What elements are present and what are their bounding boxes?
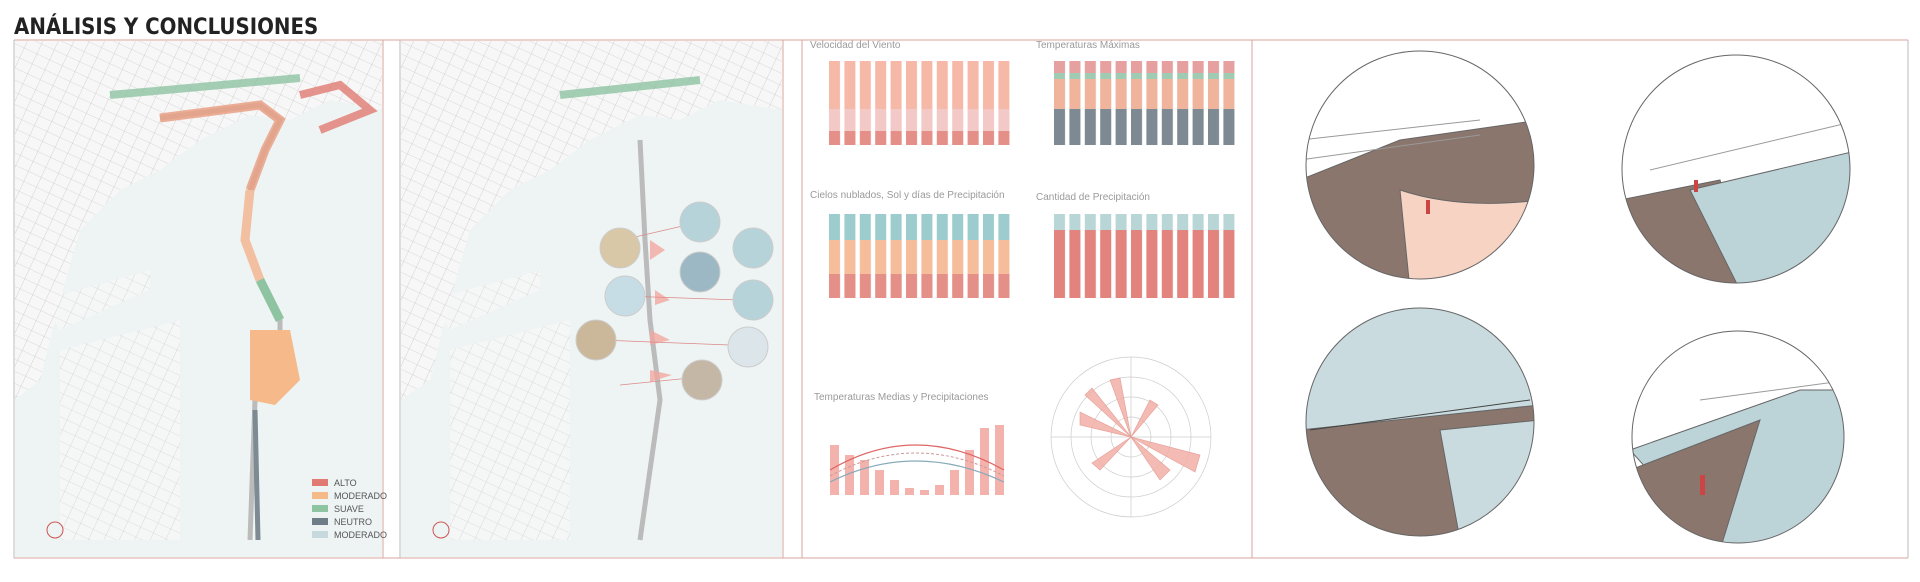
g-shape: [1306, 51, 1534, 279]
circle-shape: [732, 279, 774, 321]
rect-shape: [1426, 200, 1430, 214]
path-shape: [15, 41, 382, 400]
legend-label: SUAVE: [334, 504, 364, 514]
path-shape: [650, 370, 672, 382]
path-shape: [1130, 436, 1171, 481]
section-views: [1305, 50, 1851, 544]
chart-title: Velocidad del Viento: [810, 40, 901, 51]
path-shape: [1306, 404, 1534, 536]
path-shape: [252, 409, 261, 541]
path-shape: [559, 76, 701, 99]
rect-shape: [312, 492, 328, 499]
rect-shape: [860, 460, 869, 495]
g-shape: [13, 39, 1909, 559]
path-shape: [637, 139, 663, 541]
g-shape: [1622, 55, 1850, 283]
legend-label: ALTO: [334, 478, 357, 488]
circle-shape: [679, 201, 721, 243]
chart-title: Cantidad de Precipitación: [1036, 192, 1150, 203]
path-shape: [250, 330, 300, 405]
map-legend: ALTO MODERADO SUAVE NEUTRO MODERADO: [312, 478, 387, 540]
path-shape: [829, 444, 1005, 471]
path-shape: [159, 100, 286, 192]
line-shape: [599, 339, 731, 346]
circle-shape: [732, 227, 774, 269]
bar-chart: [827, 59, 1012, 145]
bar-chart: [1052, 212, 1237, 298]
bar-chart: [827, 212, 1012, 298]
path-shape: [255, 277, 285, 323]
path-shape: [1130, 436, 1201, 473]
path-shape: [40, 270, 180, 540]
path-shape: [829, 460, 1005, 483]
path-shape: [1306, 119, 1481, 161]
wind-rose: [1050, 356, 1212, 518]
circle-shape: [575, 319, 617, 361]
circle-shape: [679, 251, 721, 293]
rect-shape: [920, 490, 929, 495]
g-shape: [1079, 377, 1201, 481]
circle-shape: [604, 275, 646, 317]
chart-title: Temperaturas Medias y Precipitaciones: [814, 392, 989, 403]
circle-shape: [1305, 307, 1535, 537]
path-shape: [109, 74, 301, 99]
path-shape: [829, 452, 1005, 477]
legend-label: NEUTRO: [334, 517, 372, 527]
rect-shape: [905, 488, 914, 495]
path-shape: [1699, 379, 1844, 401]
bar-chart: [1052, 59, 1237, 145]
g-shape: [1426, 180, 1705, 495]
circle-shape: [727, 326, 769, 368]
g-shape: [830, 425, 1004, 495]
rect-shape: [965, 450, 974, 495]
rect-shape: [830, 445, 839, 495]
chart-title: Temperaturas Máximas: [1036, 40, 1140, 51]
circle-shape: [1631, 330, 1845, 544]
path-shape: [1649, 119, 1850, 171]
circle-shape: [1621, 54, 1851, 284]
path-shape: [1091, 436, 1132, 471]
path-shape: [1084, 387, 1132, 438]
circle-shape: [681, 359, 723, 401]
path-shape: [430, 270, 570, 540]
rect-shape: [845, 455, 854, 495]
g-shape: [1632, 331, 1844, 543]
rect-shape: [312, 531, 328, 538]
circle-shape: [46, 521, 64, 539]
circle-shape: [1305, 50, 1535, 280]
g-shape: [575, 201, 774, 401]
g-shape: [1306, 308, 1534, 536]
circle-shape: [432, 521, 450, 539]
chart-title: Cielos nublados, Sol y días de Precipita…: [810, 190, 1005, 201]
path-shape: [1130, 399, 1159, 438]
path-shape: [240, 189, 265, 282]
rect-shape: [312, 505, 328, 512]
rect-shape: [935, 485, 944, 495]
path-shape: [401, 41, 782, 400]
rect-shape: [312, 479, 328, 486]
rect-shape: [312, 518, 328, 525]
rect-shape: [1694, 180, 1698, 192]
path-shape: [650, 240, 665, 260]
path-shape: [1309, 399, 1531, 431]
circle-shape: [599, 227, 641, 269]
legend-label: MODERADO: [334, 491, 387, 501]
rect-shape: [890, 480, 899, 495]
path-shape: [1079, 411, 1132, 438]
path-shape: [299, 80, 378, 134]
rect-shape: [980, 428, 989, 495]
rect-shape: [1700, 475, 1705, 495]
page-title: ANÁLISIS Y CONCLUSIONES: [14, 14, 318, 40]
map: [15, 41, 382, 557]
combo-chart: [829, 425, 1005, 495]
map: [401, 41, 782, 557]
legend-label: MODERADO: [334, 530, 387, 540]
path-shape: [1399, 189, 1534, 279]
rect-shape: [995, 425, 1004, 495]
rect-shape: [950, 470, 959, 495]
path-shape: [1109, 377, 1132, 438]
rect-shape: [875, 470, 884, 495]
path-shape: [650, 330, 670, 345]
